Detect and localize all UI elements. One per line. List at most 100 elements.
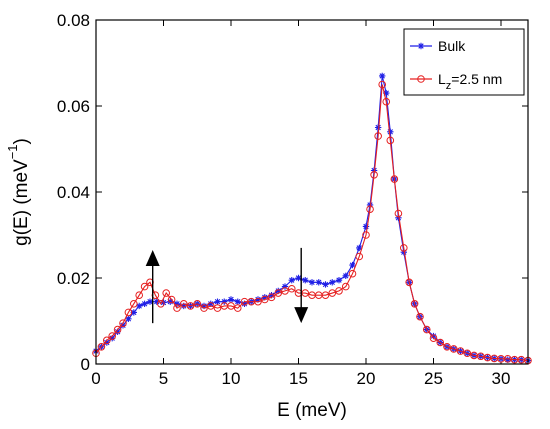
y-axis-label-close: )	[11, 138, 32, 144]
data-point	[422, 325, 431, 334]
data-point	[395, 214, 402, 221]
arrow-head	[294, 307, 309, 324]
data-point	[382, 97, 391, 106]
x-tick-label: 15	[289, 369, 308, 388]
data-point	[400, 244, 408, 252]
data-point	[268, 292, 275, 299]
data-point	[103, 336, 111, 345]
data-point	[200, 304, 208, 312]
data-point	[383, 89, 390, 97]
series-lz-2-5nm	[92, 80, 532, 365]
data-point	[173, 304, 181, 312]
data-point	[315, 279, 322, 286]
data-point	[135, 291, 143, 300]
data-point	[213, 304, 222, 312]
series-layer	[92, 72, 532, 365]
data-point	[394, 209, 403, 218]
data-point	[136, 302, 143, 310]
data-point	[200, 302, 208, 310]
legend: Bulk Lz=2.5 nm	[403, 28, 525, 96]
data-point	[261, 294, 268, 301]
data-point	[157, 300, 165, 308]
data-point	[417, 42, 425, 50]
data-point	[162, 289, 170, 297]
tick-labels: 0 5 10 15 20 25 30 0 0.02 0.04 0.06 0.08	[57, 11, 511, 388]
data-point	[400, 249, 407, 256]
data-point	[153, 298, 160, 305]
plot-frame	[95, 19, 529, 365]
data-point	[281, 283, 289, 290]
data-point	[207, 300, 214, 307]
data-point	[108, 332, 116, 340]
data-point	[179, 300, 188, 308]
data-point	[130, 300, 138, 308]
y-axis-label: g(E) (meV−1)	[5, 138, 32, 246]
data-point	[281, 287, 289, 295]
data-point	[287, 284, 296, 293]
data-point	[417, 75, 425, 83]
x-tick-label: 20	[357, 369, 376, 388]
data-point	[416, 312, 424, 321]
data-point	[206, 302, 215, 310]
data-point	[113, 325, 122, 334]
data-point	[267, 293, 276, 302]
x-tick-label: 30	[492, 369, 511, 388]
data-point	[342, 272, 349, 280]
data-point	[221, 298, 228, 305]
legend-item: Lz=2.5 nm	[410, 71, 502, 92]
x-tick-label: 10	[222, 369, 241, 388]
data-point	[504, 356, 511, 363]
data-point	[456, 347, 465, 355]
x-axis-label: E (meV)	[277, 400, 347, 421]
data-point	[366, 205, 374, 213]
data-point	[180, 302, 187, 310]
data-point	[214, 298, 221, 305]
data-point	[119, 319, 127, 327]
data-point	[109, 335, 116, 342]
data-point	[405, 278, 414, 287]
data-point	[443, 343, 451, 351]
data-point	[449, 345, 458, 353]
data-point	[378, 80, 387, 89]
data-point	[463, 349, 472, 358]
data-point	[328, 289, 337, 297]
data-point	[322, 281, 329, 288]
data-point	[125, 315, 132, 323]
series-bulk	[92, 72, 532, 364]
data-point	[140, 282, 149, 291]
series-line	[95, 75, 529, 362]
data-point	[370, 171, 378, 179]
y-axis-label-main: g(E) (meV	[11, 159, 32, 246]
x-tick-label: 25	[424, 369, 443, 388]
data-point	[193, 300, 202, 308]
data-point	[186, 302, 195, 310]
data-point	[173, 300, 181, 307]
data-point	[288, 276, 295, 284]
arrow-up	[145, 250, 160, 324]
data-point	[167, 298, 174, 305]
data-point	[355, 252, 364, 261]
data-point	[349, 261, 356, 269]
data-point	[436, 338, 445, 347]
legend-item: Bulk	[410, 38, 466, 54]
y-tick-label: 0.02	[57, 269, 90, 288]
legend-label: Bulk	[438, 38, 466, 54]
data-point	[130, 309, 137, 316]
data-point	[374, 132, 382, 140]
data-point	[275, 287, 282, 295]
data-point	[308, 279, 316, 286]
data-point	[254, 297, 262, 306]
data-point	[335, 287, 343, 295]
data-point	[362, 231, 370, 239]
data-point	[227, 302, 235, 310]
data-point	[429, 334, 438, 343]
data-point	[241, 300, 248, 307]
data-point	[234, 298, 241, 305]
data-point	[335, 276, 343, 284]
data-point	[348, 269, 357, 278]
arrow-down	[294, 247, 309, 324]
data-point	[167, 295, 176, 304]
y-axis-label-sup: −1	[5, 144, 20, 159]
data-point	[97, 343, 106, 351]
data-point	[146, 298, 154, 305]
